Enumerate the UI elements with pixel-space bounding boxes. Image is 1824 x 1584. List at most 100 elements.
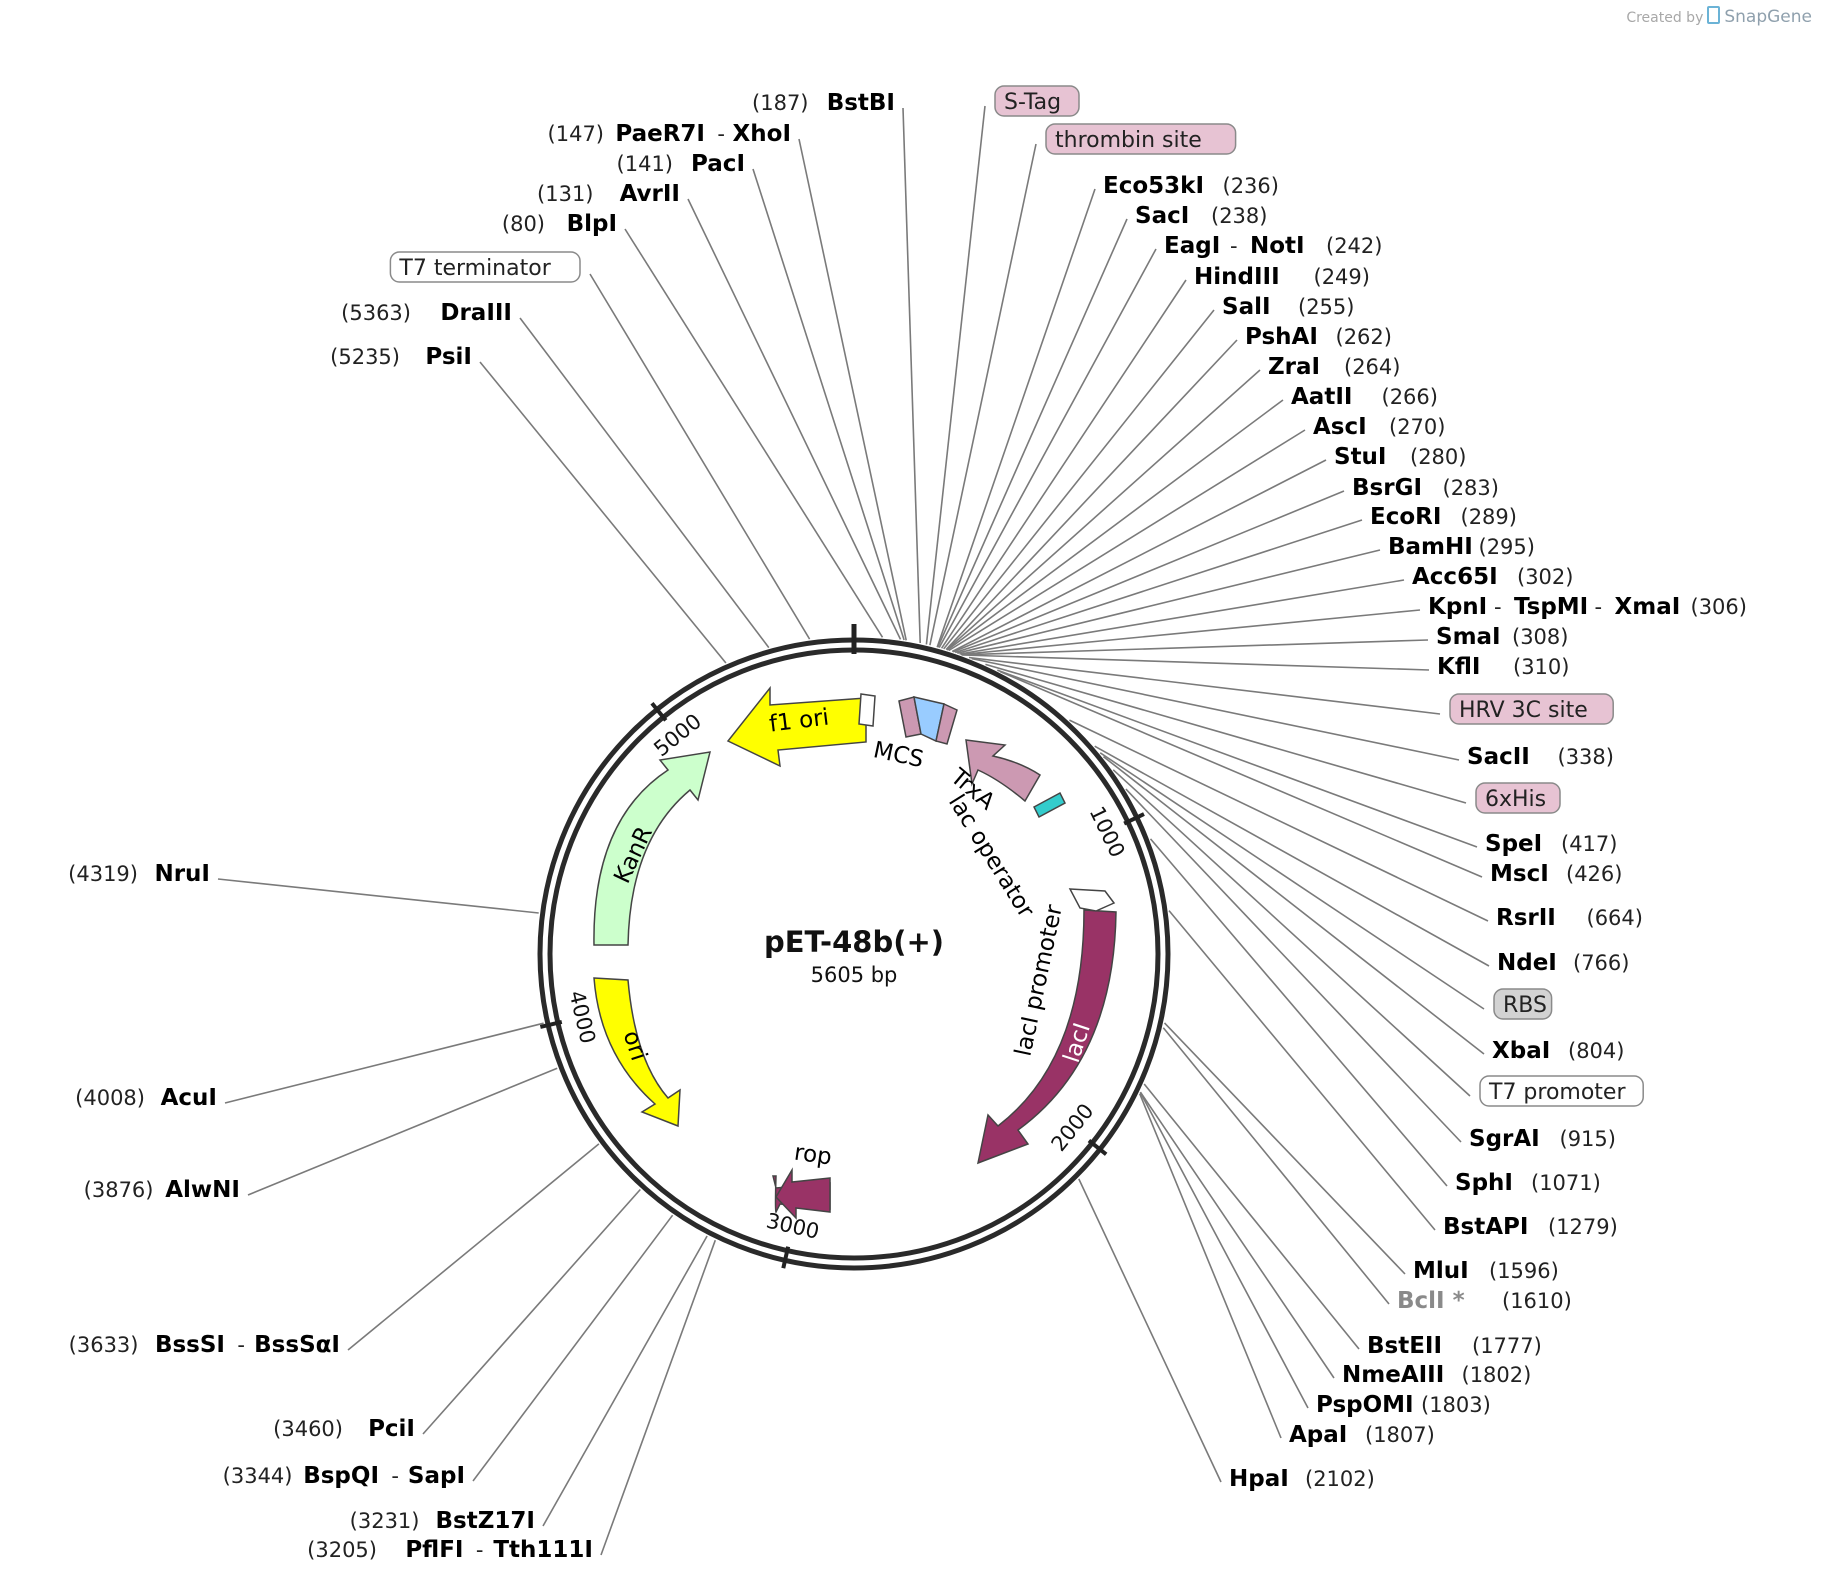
enzyme-name: SpeI <box>1485 831 1542 857</box>
restriction-site-label[interactable]: AlwNI (3876) <box>84 1177 240 1203</box>
leader-line <box>985 663 1467 804</box>
restriction-site-label[interactable]: DraIII (5363) <box>341 300 512 326</box>
restriction-site-label[interactable]: XhoI-PaeR7I (147) <box>548 121 791 147</box>
enzyme-name: NruI <box>154 861 210 887</box>
restriction-site-label[interactable]: RsrII (664) <box>1496 905 1643 931</box>
restriction-site-label[interactable]: SalI (255) <box>1222 294 1354 320</box>
leader-line <box>472 1214 674 1482</box>
restriction-site-label[interactable]: PspOMI (1803) <box>1316 1392 1491 1418</box>
restriction-site-label[interactable]: Eco53kI (236) <box>1103 173 1279 199</box>
leader-line <box>1078 1178 1222 1483</box>
site-position: (664) <box>1587 906 1643 930</box>
enzyme-name: StuI <box>1334 444 1387 470</box>
enzyme-name: BsrGI <box>1352 475 1422 501</box>
restriction-site-label[interactable]: SphI (1071) <box>1455 1170 1601 1196</box>
restriction-site-label[interactable]: MluI (1596) <box>1413 1258 1559 1284</box>
restriction-site-label[interactable]: AatII (266) <box>1291 384 1438 410</box>
restriction-site-label[interactable]: HindIII (249) <box>1194 264 1370 290</box>
site-position: (283) <box>1443 476 1499 500</box>
restriction-site-label[interactable]: BstBI (187) <box>752 90 895 116</box>
site-separator: - <box>717 122 725 146</box>
restriction-site-label[interactable]: StuI (280) <box>1334 444 1466 470</box>
restriction-site-label[interactable]: SpeI (417) <box>1485 831 1617 857</box>
restriction-site-label[interactable]: MscI (426) <box>1490 861 1622 887</box>
restriction-site-label[interactable]: EagI - NotI (242) <box>1164 233 1382 259</box>
site-position: (289) <box>1461 505 1517 529</box>
leader-line <box>1139 1092 1309 1409</box>
leader-line <box>929 143 1037 646</box>
feature-tag[interactable]: thrombin site <box>1045 123 1237 155</box>
leader-line <box>971 657 1460 761</box>
restriction-site-label[interactable]: EcoRI (289) <box>1370 504 1517 530</box>
site-position: (3344) <box>223 1464 293 1488</box>
feature-ori[interactable]: ori <box>593 977 681 1128</box>
enzyme-name: ZraI <box>1268 354 1320 380</box>
leader-line <box>1162 1027 1390 1305</box>
plasmid-size: 5605 bp <box>811 963 898 987</box>
feature-mcs[interactable]: MCS <box>871 696 958 773</box>
restriction-site-label[interactable]: AcuI (4008) <box>75 1085 217 1111</box>
restriction-site-label[interactable]: Tth111I-PflFI (3205) <box>307 1537 593 1563</box>
restriction-site-label[interactable]: BamHI (295) <box>1388 534 1535 560</box>
restriction-site-label[interactable]: AvrII (131) <box>537 181 680 207</box>
leader-line <box>1163 1022 1406 1275</box>
feature-tag[interactable]: T7 terminator <box>389 251 581 283</box>
restriction-site-label[interactable]: PciI (3460) <box>273 1416 415 1442</box>
enzyme-name: Tth111I <box>493 1537 593 1563</box>
restriction-site-label[interactable]: BstZ17I (3231) <box>350 1508 535 1534</box>
restriction-site-label[interactable]: BsrGI (283) <box>1352 475 1499 501</box>
leader-line <box>902 107 921 644</box>
feature-tag[interactable]: T7 promoter <box>1479 1075 1644 1107</box>
snapgene-brand: Created by SnapGene <box>1626 6 1812 27</box>
leader-line <box>1149 838 1448 1187</box>
restriction-site-label[interactable]: XbaI (804) <box>1492 1038 1624 1064</box>
restriction-site-label[interactable]: PshAI (262) <box>1245 324 1392 350</box>
restriction-site-label[interactable]: HpaI (2102) <box>1229 1466 1375 1492</box>
enzyme-name: PspOMI <box>1316 1392 1414 1418</box>
site-position: (280) <box>1410 445 1466 469</box>
feature-tag[interactable]: S-Tag <box>994 85 1080 117</box>
leader-line <box>798 138 907 641</box>
restriction-site-label[interactable]: KpnI - TspMI - XmaI (306) <box>1428 594 1747 620</box>
site-separator: - <box>476 1538 484 1562</box>
feature-f1-ori[interactable]: f1 ori <box>726 685 867 768</box>
restriction-site-label[interactable]: BstAPI (1279) <box>1443 1214 1618 1240</box>
restriction-site-label[interactable]: SgrAI (915) <box>1469 1126 1616 1152</box>
restriction-site-label[interactable]: BlpI (80) <box>502 211 617 237</box>
restriction-site-label[interactable]: BclI * (1610) <box>1397 1288 1572 1314</box>
leader-line <box>347 1143 600 1351</box>
restriction-site-label[interactable]: ApaI (1807) <box>1289 1422 1435 1448</box>
site-labels: BstBI(187) XhoI-PaeR7I(147) PacI(141) AvrII… <box>68 85 1747 1563</box>
enzyme-name: XmaI <box>1615 594 1681 620</box>
restriction-site-label[interactable]: NdeI (766) <box>1497 950 1629 976</box>
restriction-site-label[interactable]: NruI (4319) <box>68 861 210 887</box>
restriction-site-label[interactable]: PacI (141) <box>617 151 745 177</box>
feature-lac-operator[interactable]: lac operator <box>943 790 1066 923</box>
enzyme-name: XhoI <box>733 121 791 147</box>
leader-line <box>1143 1083 1360 1350</box>
restriction-site-label[interactable]: BstEII (1777) <box>1367 1333 1542 1359</box>
feature-tag-text: HRV 3C site <box>1459 698 1588 723</box>
restriction-site-label[interactable]: PsiI (5235) <box>330 344 472 370</box>
feature-kanr[interactable]: KanR <box>593 751 712 946</box>
restriction-site-label[interactable]: NmeAIII (1802) <box>1342 1362 1531 1388</box>
enzyme-name: MscI <box>1490 861 1549 887</box>
enzyme-name: AlwNI <box>165 1177 240 1203</box>
restriction-site-label[interactable]: Acc65I (302) <box>1412 564 1573 590</box>
feature-tag[interactable]: HRV 3C site <box>1449 693 1614 725</box>
restriction-site-label[interactable]: SmaI (308) <box>1436 624 1568 650</box>
feature-tag[interactable]: RBS <box>1493 988 1553 1020</box>
restriction-site-label[interactable]: KflI (310) <box>1437 654 1569 680</box>
restriction-site-label[interactable]: SacII (338) <box>1467 744 1614 770</box>
site-separator: - <box>1230 234 1238 258</box>
feature-tag[interactable]: 6xHis <box>1475 782 1561 814</box>
feature-rop[interactable]: rop <box>772 1140 833 1220</box>
feature-laci[interactable]: lacI <box>976 909 1117 1165</box>
restriction-site-label[interactable]: BssSαI-BssSI (3633) <box>69 1332 340 1358</box>
feature-tag-text: T7 terminator <box>398 256 551 281</box>
enzyme-name: SgrAI <box>1469 1126 1540 1152</box>
restriction-site-label[interactable]: AscI (270) <box>1313 414 1445 440</box>
restriction-site-label[interactable]: SapI-BspQI (3344) <box>223 1463 465 1489</box>
restriction-site-label[interactable]: ZraI (264) <box>1268 354 1400 380</box>
restriction-site-label[interactable]: SacI (238) <box>1135 203 1267 229</box>
